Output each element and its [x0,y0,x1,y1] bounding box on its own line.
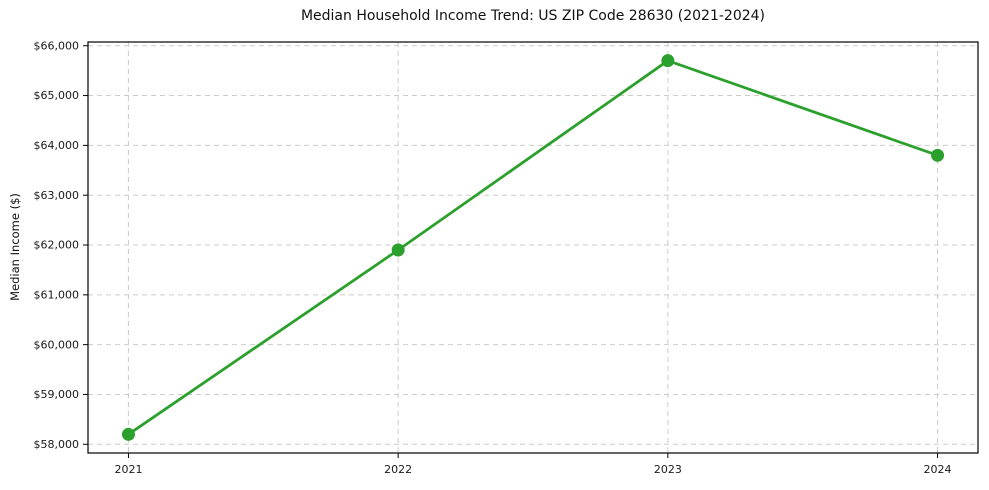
y-tick-label: $59,000 [34,388,80,401]
x-tick-label: 2021 [114,463,142,476]
y-tick-label: $63,000 [34,189,80,202]
data-point [661,54,675,68]
y-tick-label: $58,000 [34,438,80,451]
data-point [121,427,135,441]
y-tick-label: $62,000 [34,239,80,252]
y-tick-label: $65,000 [34,89,80,102]
data-point [931,148,945,162]
plot-border [87,41,979,454]
y-axis-label: Median Income ($) [8,193,22,301]
x-tick-label: 2024 [924,463,952,476]
x-tick-label: 2022 [384,463,412,476]
y-tick-label: $64,000 [34,139,80,152]
y-tick-label: $61,000 [34,288,80,301]
trend-line [127,59,939,436]
chart-title: Median Household Income Trend: US ZIP Co… [300,8,766,24]
y-tick-label: $66,000 [34,39,80,52]
data-point [391,243,405,257]
y-tick-label: $60,000 [34,338,80,351]
x-tick-label: 2023 [654,463,682,476]
